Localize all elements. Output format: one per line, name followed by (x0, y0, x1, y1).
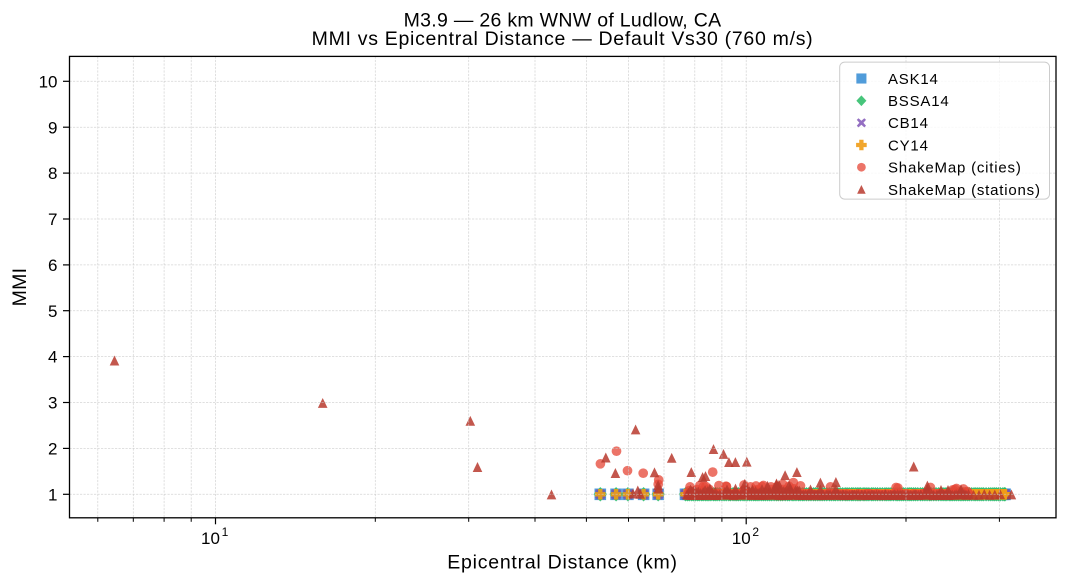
svg-text:ShakeMap (stations): ShakeMap (stations) (888, 182, 1041, 199)
svg-text:2: 2 (752, 525, 759, 539)
svg-text:6: 6 (48, 256, 57, 275)
svg-text:BSSA14: BSSA14 (888, 93, 950, 110)
svg-text:10: 10 (732, 529, 751, 548)
svg-text:Epicentral Distance (km): Epicentral Distance (km) (447, 552, 677, 574)
svg-text:10: 10 (201, 529, 220, 548)
svg-text:CY14: CY14 (888, 137, 929, 154)
svg-text:ShakeMap (cities): ShakeMap (cities) (888, 160, 1022, 177)
svg-text:M3.9 — 26 km WNW of Ludlow, CA: M3.9 — 26 km WNW of Ludlow, CA (404, 10, 722, 32)
svg-text:9: 9 (48, 118, 57, 137)
svg-text:8: 8 (48, 164, 57, 183)
svg-text:2: 2 (48, 440, 57, 459)
svg-text:1: 1 (222, 525, 229, 539)
svg-text:7: 7 (48, 210, 57, 229)
svg-text:1: 1 (48, 485, 57, 504)
svg-text:MMI vs Epicentral Distance — D: MMI vs Epicentral Distance — Default Vs3… (312, 28, 814, 50)
svg-text:ASK14: ASK14 (888, 71, 939, 88)
svg-text:4: 4 (48, 348, 57, 367)
svg-text:3: 3 (48, 394, 57, 413)
svg-text:5: 5 (48, 302, 57, 321)
svg-text:CB14: CB14 (888, 115, 929, 132)
svg-text:MMI: MMI (9, 268, 31, 307)
svg-text:10: 10 (39, 72, 58, 91)
